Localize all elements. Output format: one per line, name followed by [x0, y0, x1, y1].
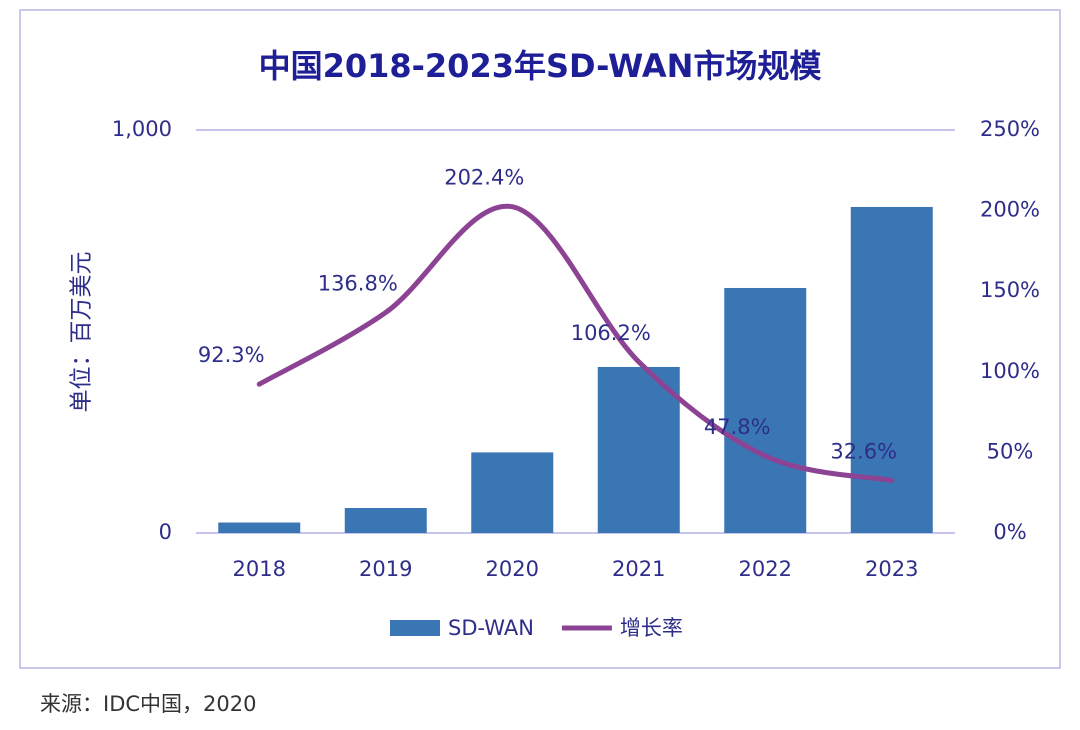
data-label: 92.3%: [198, 343, 265, 367]
x-tick-label: 2018: [233, 557, 286, 581]
x-tick-label: 2021: [612, 557, 665, 581]
y-axis-label: 单位：百万美元: [69, 252, 95, 413]
y2-tick-label: 250%: [980, 117, 1040, 141]
y-tick-label: 0: [159, 520, 172, 544]
chart-title: 中国2018-2023年SD-WAN市场规模: [259, 47, 822, 85]
legend-label: SD-WAN: [448, 616, 534, 640]
y2-tick-label: 150%: [980, 278, 1040, 302]
bar: [218, 522, 301, 533]
y2-tick-label: 200%: [980, 198, 1040, 222]
x-tick-label: 2023: [865, 557, 918, 581]
y2-tick-label: 0%: [993, 520, 1026, 544]
y2-tick-label: 50%: [987, 439, 1034, 463]
bar: [597, 366, 680, 533]
x-tick-label: 2022: [739, 557, 792, 581]
x-tick-label: 2019: [359, 557, 412, 581]
bar: [344, 508, 427, 533]
bar: [850, 206, 933, 533]
bar: [471, 452, 554, 533]
y-tick-label: 1,000: [112, 117, 172, 141]
x-tick-label: 2020: [486, 557, 539, 581]
data-label: 202.4%: [444, 166, 524, 190]
data-label: 47.8%: [704, 415, 771, 439]
data-label: 106.2%: [571, 321, 651, 345]
data-label: 136.8%: [318, 271, 398, 295]
bar: [724, 287, 807, 533]
data-label: 32.6%: [830, 439, 897, 463]
legend-swatch: [390, 620, 440, 636]
y2-tick-label: 100%: [980, 359, 1040, 383]
line: [256, 203, 895, 483]
legend-label: 增长率: [620, 616, 683, 640]
source-note: 来源：IDC中国，2020: [40, 692, 256, 716]
